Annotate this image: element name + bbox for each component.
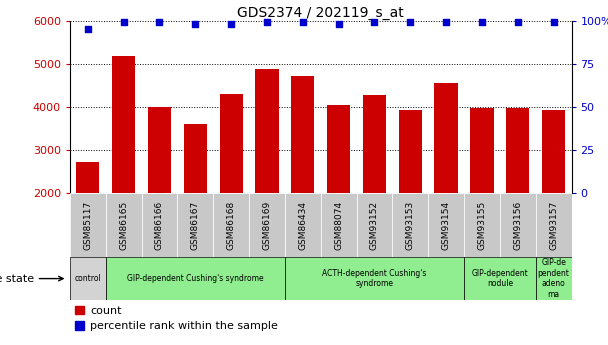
Text: GSM86169: GSM86169	[263, 200, 272, 250]
Point	[370, 20, 379, 25]
Bar	[363, 95, 386, 279]
Bar	[536, 193, 572, 257]
Text: GSM86167: GSM86167	[191, 200, 200, 250]
Bar	[76, 162, 100, 279]
Point	[406, 20, 415, 25]
Text: GIP-de
pendent
adeno
ma: GIP-de pendent adeno ma	[537, 258, 570, 299]
Text: GSM85117: GSM85117	[83, 200, 92, 250]
Text: GSM88074: GSM88074	[334, 200, 343, 250]
Point	[513, 20, 523, 25]
Bar	[148, 107, 171, 279]
Text: GSM93156: GSM93156	[513, 200, 522, 250]
Text: control: control	[74, 274, 101, 283]
Bar	[356, 193, 392, 257]
Bar	[464, 193, 500, 257]
Bar	[285, 193, 321, 257]
Point	[262, 20, 272, 25]
Point	[549, 20, 559, 25]
Point	[83, 27, 92, 32]
Text: GSM86434: GSM86434	[299, 200, 307, 250]
Point	[441, 20, 451, 25]
Point	[477, 20, 487, 25]
Point	[119, 20, 128, 25]
Point	[154, 20, 164, 25]
Bar	[249, 193, 285, 257]
Text: GSM93157: GSM93157	[549, 200, 558, 250]
Text: GSM93155: GSM93155	[477, 200, 486, 250]
Text: GIP-dependent
nodule: GIP-dependent nodule	[471, 269, 528, 288]
Bar	[106, 193, 142, 257]
Bar	[471, 108, 494, 279]
Bar	[219, 93, 243, 279]
Text: GSM93153: GSM93153	[406, 200, 415, 250]
Bar	[327, 105, 350, 279]
Text: disease state: disease state	[0, 274, 63, 284]
Bar	[542, 110, 565, 279]
Bar	[255, 69, 278, 279]
Bar	[106, 257, 285, 300]
Bar	[435, 83, 458, 279]
Text: GIP-dependent Cushing's syndrome: GIP-dependent Cushing's syndrome	[127, 274, 264, 283]
Bar	[321, 193, 356, 257]
Point	[190, 21, 200, 27]
Bar	[285, 257, 464, 300]
Point	[298, 20, 308, 25]
Point	[226, 21, 236, 27]
Text: GSM86165: GSM86165	[119, 200, 128, 250]
Bar	[291, 76, 314, 279]
Bar	[536, 257, 572, 300]
Point	[334, 21, 344, 27]
Title: GDS2374 / 202119_s_at: GDS2374 / 202119_s_at	[237, 6, 404, 20]
Legend: count, percentile rank within the sample: count, percentile rank within the sample	[75, 306, 278, 332]
Bar	[213, 193, 249, 257]
Text: GSM86166: GSM86166	[155, 200, 164, 250]
Bar	[184, 124, 207, 279]
Text: ACTH-dependent Cushing's
syndrome: ACTH-dependent Cushing's syndrome	[322, 269, 427, 288]
Bar	[506, 108, 530, 279]
Text: GSM93152: GSM93152	[370, 200, 379, 250]
Bar	[392, 193, 428, 257]
Bar	[70, 257, 106, 300]
Bar	[112, 57, 136, 279]
Bar	[500, 193, 536, 257]
Bar	[178, 193, 213, 257]
Bar	[428, 193, 464, 257]
Text: GSM86168: GSM86168	[227, 200, 236, 250]
Bar	[70, 193, 106, 257]
Text: GSM93154: GSM93154	[441, 200, 451, 250]
Bar	[464, 257, 536, 300]
Bar	[142, 193, 178, 257]
Bar	[399, 110, 422, 279]
